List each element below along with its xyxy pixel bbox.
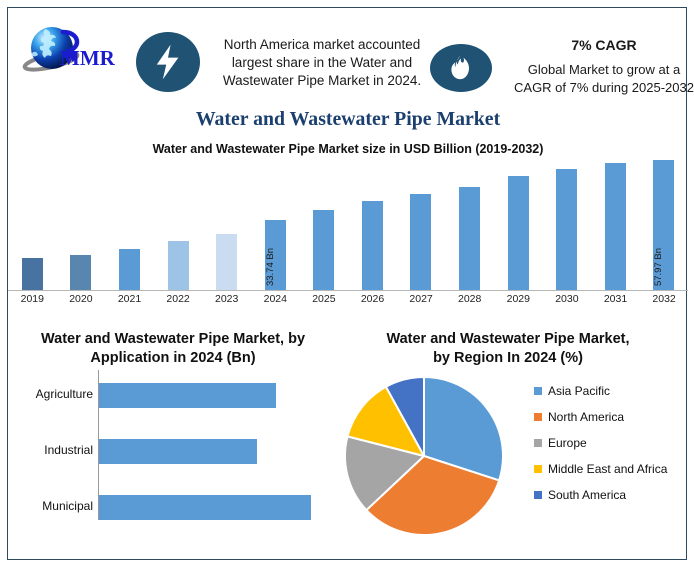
svg-text:MMR: MMR <box>60 46 116 70</box>
